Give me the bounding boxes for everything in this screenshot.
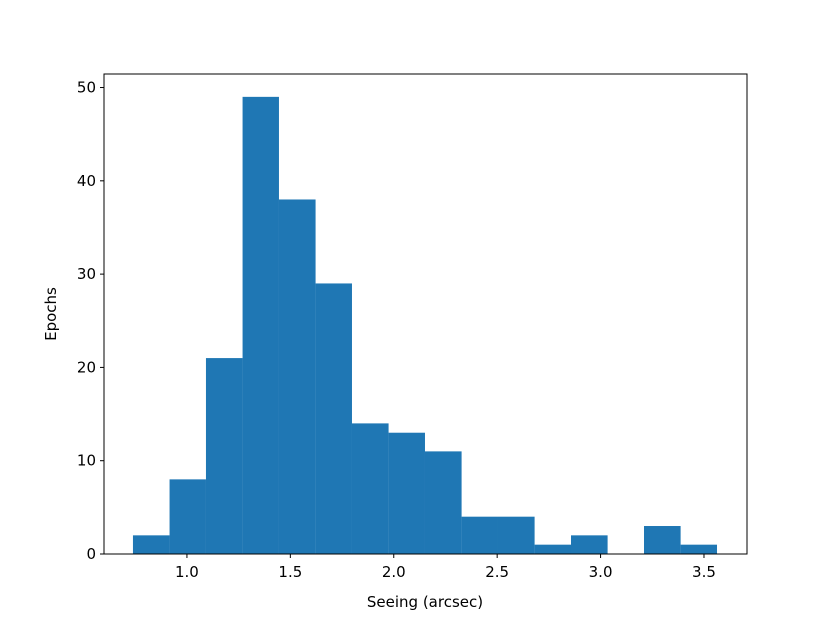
y-tick-label: 40 (77, 172, 96, 190)
bar (534, 544, 571, 554)
y-tick-label: 30 (77, 265, 96, 283)
bar (205, 358, 243, 554)
x-tick-label: 3.0 (589, 563, 613, 581)
bar (315, 283, 352, 554)
y-axis-label: Epochs (42, 287, 60, 341)
bar (278, 199, 316, 554)
y-tick-label: 0 (86, 545, 96, 563)
bar (497, 516, 535, 554)
bar (461, 516, 498, 554)
x-tick-label: 1.0 (175, 563, 199, 581)
bar (169, 479, 206, 554)
x-tick-label: 2.5 (485, 563, 509, 581)
x-tick-label: 2.0 (382, 563, 406, 581)
bar (351, 423, 389, 554)
bar (132, 535, 170, 554)
x-tick-label: 1.5 (278, 563, 302, 581)
x-tick-label: 3.5 (692, 563, 716, 581)
y-tick-label: 20 (77, 358, 96, 376)
plot-frame (103, 73, 748, 555)
y-tick-label: 10 (77, 452, 96, 470)
bar (388, 432, 425, 554)
bar (424, 451, 462, 554)
bar (680, 544, 718, 554)
bar (570, 535, 608, 554)
bar (242, 96, 279, 554)
bar (644, 526, 681, 554)
x-axis-label: Seeing (arcsec) (367, 593, 483, 611)
y-tick-label: 50 (77, 79, 96, 97)
